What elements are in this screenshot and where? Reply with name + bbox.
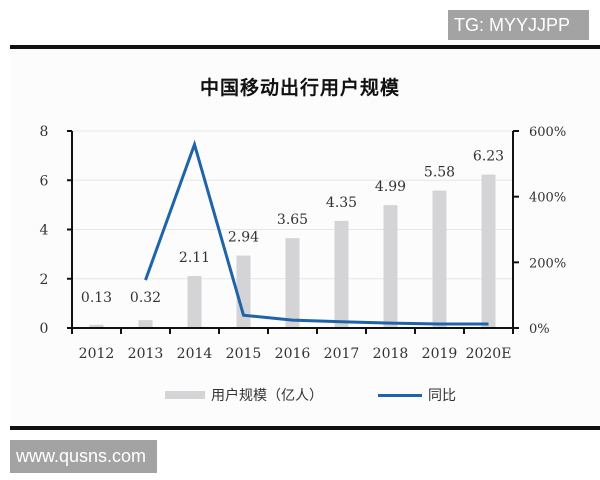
bar-value-label: 2.94 xyxy=(228,230,259,246)
bar xyxy=(285,238,300,328)
bar-value-label: 5.58 xyxy=(424,165,455,181)
left-tick-label: 6 xyxy=(40,173,49,189)
bar-value-label: 4.35 xyxy=(326,195,357,211)
bar xyxy=(89,324,104,328)
x-tick-label: 2014 xyxy=(177,346,213,362)
x-tick-label: 2012 xyxy=(79,346,115,362)
bar-value-label: 0.13 xyxy=(81,290,112,306)
bar-value-label: 4.99 xyxy=(375,179,406,195)
x-tick-label: 2013 xyxy=(128,346,164,362)
x-tick-label: 2017 xyxy=(324,346,360,362)
x-tick-label: 2016 xyxy=(275,346,311,362)
legend-item-users: 用户规模（亿人） xyxy=(165,385,323,405)
bar-value-label: 6.23 xyxy=(473,149,504,165)
bar xyxy=(236,255,251,328)
legend: 用户规模（亿人） 同比 xyxy=(0,385,600,409)
bar-value-label: 3.65 xyxy=(277,212,308,228)
x-tick-label: 2018 xyxy=(373,346,409,362)
x-tick-label: 2019 xyxy=(422,346,458,362)
left-tick-label: 0 xyxy=(40,321,49,337)
yoy-line xyxy=(144,139,489,326)
right-tick-label: 400% xyxy=(529,191,566,206)
bar xyxy=(334,220,349,328)
line-swatch-icon xyxy=(378,393,422,397)
right-tick-label: 0% xyxy=(529,322,550,337)
chart-panel xyxy=(10,49,600,426)
x-tick-label: 2015 xyxy=(226,346,262,362)
bar-value-label: 2.11 xyxy=(179,250,210,266)
right-tick-label: 600% xyxy=(529,125,566,140)
bar xyxy=(187,276,202,328)
watermark-bottom: www.qusns.com xyxy=(10,440,157,473)
bar xyxy=(383,205,398,328)
top-divider xyxy=(10,45,600,49)
legend-item-yoy: 同比 xyxy=(378,385,456,405)
watermark-top: TG: MYYJJPP xyxy=(448,10,589,40)
bar xyxy=(432,190,447,328)
bar-swatch-icon xyxy=(165,391,205,399)
legend-label-users: 用户规模（亿人） xyxy=(211,388,323,404)
bar xyxy=(481,174,496,328)
bar-value-label: 0.32 xyxy=(130,290,161,306)
chart-title: 中国移动出行用户规模 xyxy=(199,77,400,99)
right-tick-label: 200% xyxy=(529,256,566,271)
left-tick-label: 4 xyxy=(40,223,49,239)
x-tick-label: 2020E xyxy=(466,346,512,362)
legend-label-yoy: 同比 xyxy=(428,388,456,404)
left-tick-label: 8 xyxy=(40,124,49,140)
bar xyxy=(138,320,153,328)
bottom-divider xyxy=(10,426,600,430)
left-tick-label: 2 xyxy=(40,272,49,288)
